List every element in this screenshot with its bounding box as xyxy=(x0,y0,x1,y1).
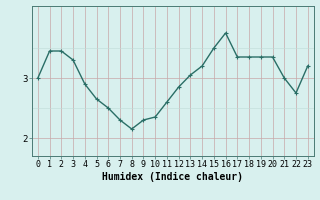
X-axis label: Humidex (Indice chaleur): Humidex (Indice chaleur) xyxy=(102,172,243,182)
